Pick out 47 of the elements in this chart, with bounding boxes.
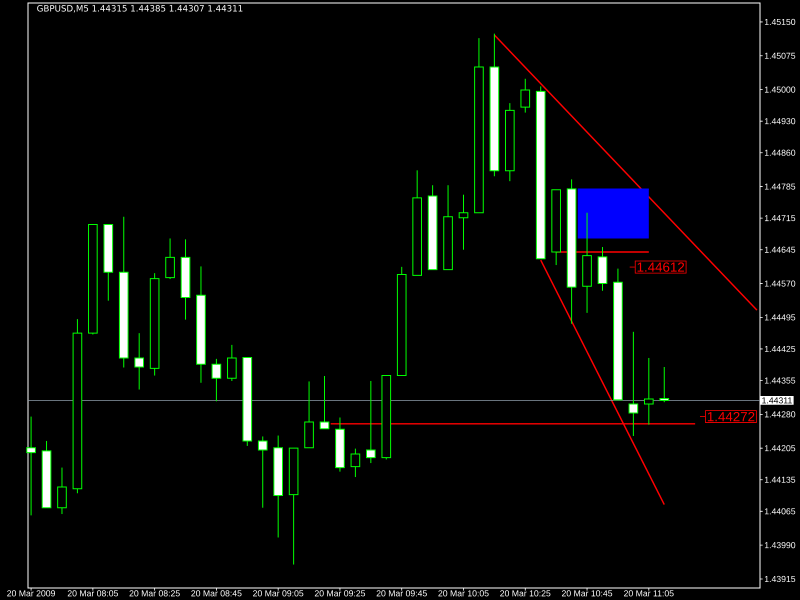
y-tick-label: 1.44570 <box>764 280 796 287</box>
x-tick-label: 20 Mar 09:45 <box>376 590 427 596</box>
y-tick-label: 1.45075 <box>764 52 796 59</box>
candlestick <box>644 357 654 426</box>
chart-title: GBPUSD,M5 1.44315 1.44385 1.44307 1.44311 <box>37 5 242 12</box>
ref-line-label: 1.44311 <box>762 397 792 404</box>
candlestick <box>628 331 638 436</box>
y-tick-label: 1.44495 <box>764 314 796 320</box>
candlestick <box>350 448 360 478</box>
annotation: 1.44612 <box>638 262 684 272</box>
x-tick-label: 20 Mar 10:25 <box>500 590 550 596</box>
candlestick <box>320 376 330 430</box>
x-tick-label: 20 Mar 08:25 <box>130 590 180 596</box>
candlestick <box>57 467 67 515</box>
x-tick-label: 20 Mar 09:05 <box>253 590 304 596</box>
x-tick-label: 20 Mar 11:05 <box>624 590 674 596</box>
y-tick-label: 1.45000 <box>764 86 796 93</box>
annotation: 1.44272 <box>708 412 754 422</box>
y-tick-label: 1.44280 <box>764 411 796 418</box>
candlestick <box>165 238 175 280</box>
y-tick-label: 1.45150 <box>764 18 796 26</box>
candlestick <box>134 332 144 390</box>
y-tick-label: 1.44645 <box>764 246 796 253</box>
x-tick-label: 20 Mar 08:45 <box>191 590 242 596</box>
y-tick-label: 1.43990 <box>764 542 796 548</box>
candlestick <box>212 358 222 402</box>
y-tick-label: 1.44135 <box>764 476 796 483</box>
y-tick-label: 1.44355 <box>764 377 796 384</box>
candlestick <box>458 194 468 250</box>
candlestick <box>659 366 670 403</box>
y-tick-label: 1.44205 <box>764 445 796 452</box>
x-tick-label: 20 Mar 08:05 <box>68 590 118 596</box>
y-tick-label: 1.44715 <box>764 215 796 222</box>
y-tick-label: 1.44065 <box>764 508 796 514</box>
candlestick <box>366 380 376 464</box>
candlestick <box>227 344 237 382</box>
x-tick-label: 20 Mar 10:05 <box>438 590 489 596</box>
candlestick <box>520 78 530 114</box>
x-tick-label: 20 Mar 09:25 <box>314 590 366 596</box>
x-tick-label: 20 Mar 2009 <box>7 590 55 596</box>
x-tick-label: 20 Mar 10:45 <box>562 590 612 596</box>
y-tick-label: 1.44860 <box>764 150 796 156</box>
y-tick-label: 1.43915 <box>764 576 796 582</box>
candlestick <box>258 436 268 508</box>
y-tick-label: 1.44930 <box>764 118 796 124</box>
y-tick-label: 1.44425 <box>764 346 796 352</box>
y-tick-label: 1.44785 <box>764 184 796 190</box>
